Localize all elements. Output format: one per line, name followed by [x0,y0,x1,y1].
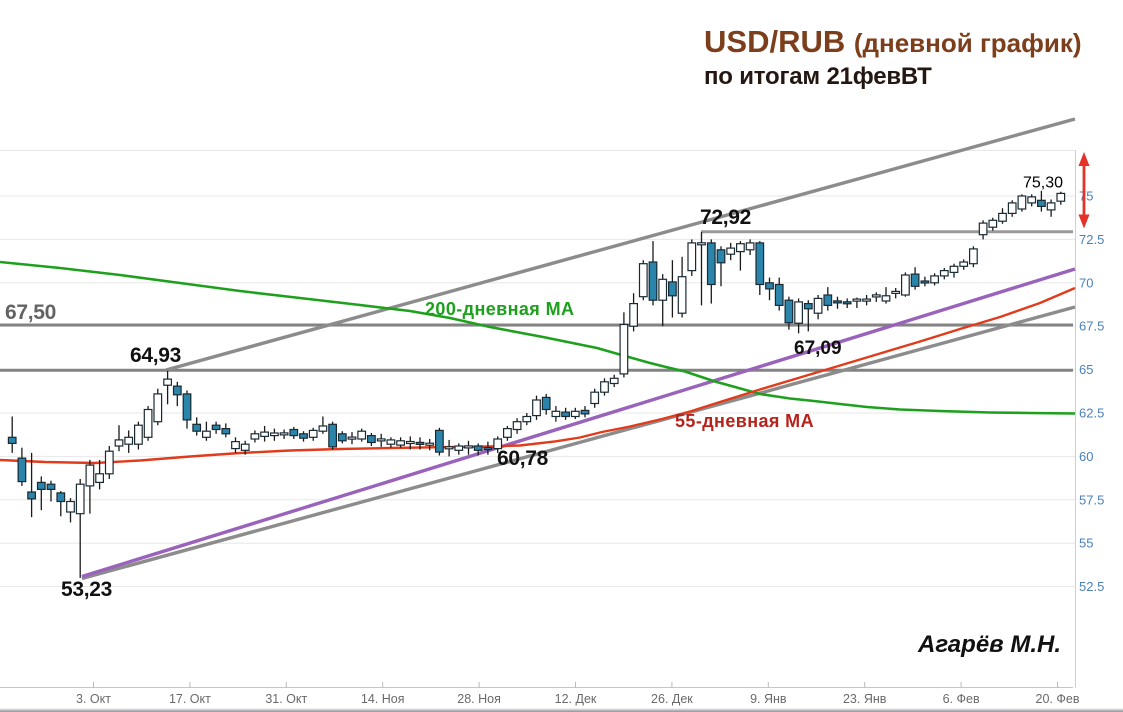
svg-text:75: 75 [1079,189,1093,204]
svg-text:75,30: 75,30 [1023,175,1063,192]
svg-text:20. Фев: 20. Фев [1036,692,1080,706]
svg-text:67.5: 67.5 [1079,319,1104,334]
svg-text:65: 65 [1079,362,1093,377]
svg-text:55-дневная МА: 55-дневная МА [675,411,814,431]
svg-text:по итогам 21февВТ: по итогам 21февВТ [704,63,932,90]
svg-text:USD/RUB (дневной график): USD/RUB (дневной график) [704,24,1082,59]
svg-text:52.5: 52.5 [1079,579,1104,594]
svg-text:57.5: 57.5 [1079,492,1104,507]
svg-text:Агарёв М.Н.: Агарёв М.Н. [917,631,1061,658]
svg-text:31. Окт: 31. Окт [265,692,307,706]
svg-text:200-дневная МА: 200-дневная МА [425,299,574,319]
svg-text:28. Ноя: 28. Ноя [457,692,501,706]
svg-text:72,92: 72,92 [700,206,751,229]
svg-text:26. Дек: 26. Дек [651,692,693,706]
svg-text:6. Фев: 6. Фев [943,692,980,706]
svg-text:9. Янв: 9. Янв [750,692,787,706]
svg-text:64,93: 64,93 [130,344,181,367]
svg-text:72.5: 72.5 [1079,232,1104,247]
svg-text:14. Ноя: 14. Ноя [361,692,405,706]
svg-text:60: 60 [1079,449,1093,464]
svg-text:67,50: 67,50 [5,301,56,324]
svg-text:53,23: 53,23 [61,578,112,601]
svg-text:67,09: 67,09 [794,338,842,359]
svg-text:3. Окт: 3. Окт [76,692,111,706]
svg-text:60,78: 60,78 [497,447,549,470]
svg-text:17. Окт: 17. Окт [169,692,211,706]
svg-text:62.5: 62.5 [1079,406,1104,421]
svg-text:55: 55 [1079,536,1093,551]
svg-text:23. Янв: 23. Янв [843,692,887,706]
svg-text:70: 70 [1079,275,1093,290]
svg-text:12. Дек: 12. Дек [555,692,597,706]
